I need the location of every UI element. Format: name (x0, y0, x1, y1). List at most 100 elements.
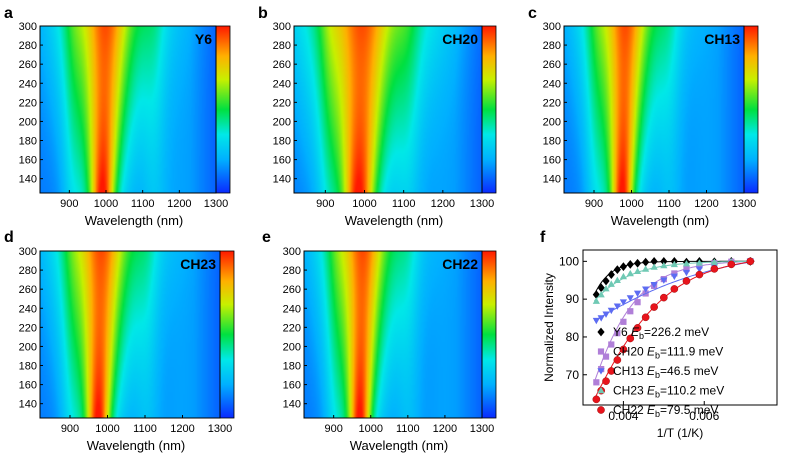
legend-label: CH13 Eb=46.5 meV (613, 364, 718, 380)
legend-marker (597, 348, 605, 355)
x-tick-label: 1200 (167, 198, 191, 210)
data-point (614, 330, 621, 337)
panel-label: b (258, 5, 268, 22)
y-tick-label: 180 (543, 136, 561, 148)
legend-eb-value: =111.9 meV (660, 345, 723, 359)
data-point (650, 263, 658, 270)
data-point (602, 284, 610, 292)
x-tick-label: 1000 (359, 423, 383, 435)
heatmap-panel-b: 140 160 180 200 220 240 260 280 300 900 1000 1100 12… (258, 5, 497, 228)
data-point (633, 290, 642, 298)
x-tick-label: 900 (60, 198, 78, 210)
y-tick-label: 200 (283, 341, 301, 353)
y-tick-label: 140 (273, 174, 291, 186)
data-point (670, 273, 678, 281)
y-tick-label: 180 (273, 136, 291, 148)
data-point (670, 285, 679, 293)
y-tick-label: 140 (283, 399, 301, 411)
legend-name: CH22 (613, 403, 647, 417)
x-tick-label: 1300 (470, 423, 494, 435)
legend-eb-subscript: b (655, 370, 660, 380)
legend-eb-subscript: b (639, 331, 644, 341)
legend-marker (597, 327, 605, 337)
data-point (660, 293, 668, 302)
data-point (683, 265, 690, 273)
sample-title: CH20 (442, 31, 478, 47)
data-point (592, 297, 600, 304)
data-point (626, 269, 634, 277)
data-point (626, 295, 634, 302)
data-point (602, 276, 610, 286)
data-point (613, 276, 621, 284)
data-point (660, 277, 668, 284)
x-tick-label: 1300 (732, 198, 756, 210)
colorbar (481, 25, 497, 194)
data-point (671, 270, 678, 277)
x-tick-label: 900 (316, 198, 334, 210)
heatmap-panel-e: 140 160 180 200 220 240 260 280 300 900 1000 1100 12… (262, 229, 497, 453)
legend-marker (597, 406, 605, 414)
heatmap-panel-a: 140 160 180 200 220 240 260 280 300 900 1000 1100 12… (4, 5, 231, 228)
data-point (670, 260, 678, 268)
x-tick-label: 1200 (431, 198, 455, 210)
x-tick-label: 1000 (619, 198, 643, 210)
data-point (695, 270, 704, 279)
y-tick-label: 260 (283, 284, 301, 296)
data-point (592, 317, 600, 325)
legend-eb-symbol: E (631, 325, 640, 339)
x-axis-label: Wavelength (nm) (87, 438, 186, 453)
y-tick-label: 160 (273, 155, 291, 167)
heatmap-image (304, 251, 482, 418)
legend-name: CH23 (613, 384, 647, 398)
y-tick-label: 220 (283, 322, 301, 334)
heatmap-image (40, 26, 216, 193)
data-point (619, 262, 628, 272)
x-axis-label: Wavelength (nm) (85, 213, 184, 228)
data-point (695, 266, 703, 273)
panel-label: e (262, 229, 271, 246)
colorbar (215, 25, 231, 194)
sample-title: CH23 (180, 256, 216, 272)
data-point (642, 265, 650, 272)
data-point (746, 257, 755, 266)
x-tick-label: 900 (61, 423, 79, 435)
y-tick-label: 140 (543, 174, 561, 186)
data-point (619, 345, 628, 354)
data-point (633, 267, 642, 274)
x-axis-label: 1/T (1/K) (657, 426, 703, 440)
heatmap-image (294, 26, 482, 193)
y-tick-label: 180 (19, 361, 37, 373)
y-tick-label: 240 (543, 78, 561, 90)
x-tick-label: 1100 (133, 423, 157, 435)
plot-frame (303, 250, 483, 419)
x-tick-label: 1100 (392, 198, 416, 210)
data-point (607, 307, 615, 315)
series-ch22 (592, 257, 755, 404)
y-tick-label: 300 (273, 21, 291, 33)
x-tick-label: 1300 (204, 198, 228, 210)
data-point (633, 258, 642, 268)
data-point (619, 272, 628, 280)
plot-frame (582, 249, 778, 406)
x-tick-label: 1000 (94, 198, 118, 210)
data-point (602, 311, 610, 318)
colorbar (481, 250, 497, 419)
data-point (613, 303, 621, 310)
y-tick-label: 100 (559, 254, 579, 268)
legend-marker (597, 368, 605, 375)
legend-eb-value: =110.2 meV (660, 384, 724, 398)
data-point (608, 341, 615, 348)
y-tick-label: 200 (543, 116, 561, 128)
y-tick-label: 280 (283, 265, 301, 277)
y-tick-label: 240 (19, 78, 37, 90)
legend-label: Y6 Eb=226.2 meV (613, 325, 709, 341)
data-point (602, 353, 610, 360)
legend-label: CH20 Eb=111.9 meV (613, 345, 723, 361)
x-tick-label: 1200 (170, 423, 194, 435)
x-tick-label: 900 (585, 198, 603, 210)
y-tick-label: 160 (543, 155, 561, 167)
heatmap-panel-c: 140 160 180 200 220 240 260 280 300 900 1000 1100 12… (528, 5, 759, 228)
colorbar (219, 250, 235, 419)
data-point (592, 395, 601, 404)
